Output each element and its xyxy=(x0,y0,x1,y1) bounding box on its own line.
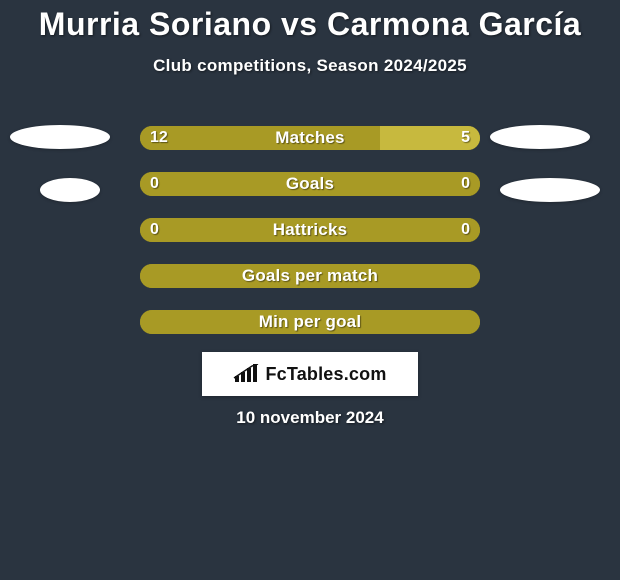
brand-chart-icon xyxy=(233,364,259,384)
page-title: Murria Soriano vs Carmona García xyxy=(0,0,620,42)
bar-track xyxy=(140,126,480,150)
stat-value-right: 5 xyxy=(461,126,470,150)
bar-track xyxy=(140,264,480,288)
bar-track xyxy=(140,218,480,242)
stat-row: Goals per match xyxy=(0,264,620,288)
stat-row: Hattricks00 xyxy=(0,218,620,242)
stat-row: Goals00 xyxy=(0,172,620,196)
subtitle: Club competitions, Season 2024/2025 xyxy=(0,56,620,76)
stat-row: Min per goal xyxy=(0,310,620,334)
stat-rows: Matches125Goals00Hattricks00Goals per ma… xyxy=(0,126,620,356)
bar-segment-left xyxy=(140,264,480,288)
stat-value-left: 0 xyxy=(150,172,159,196)
stat-value-left: 0 xyxy=(150,218,159,242)
bar-segment-left xyxy=(140,310,480,334)
date-line: 10 november 2024 xyxy=(0,408,620,428)
bar-track xyxy=(140,172,480,196)
stat-value-right: 0 xyxy=(461,172,470,196)
bar-segment-left xyxy=(140,218,480,242)
stat-value-left: 12 xyxy=(150,126,168,150)
bar-track xyxy=(140,310,480,334)
brand-text: FcTables.com xyxy=(265,364,386,385)
comparison-infographic: Murria Soriano vs Carmona García Club co… xyxy=(0,0,620,580)
stat-row: Matches125 xyxy=(0,126,620,150)
bar-segment-left xyxy=(140,126,380,150)
stat-value-right: 0 xyxy=(461,218,470,242)
brand-box: FcTables.com xyxy=(202,352,418,396)
bar-segment-left xyxy=(140,172,480,196)
